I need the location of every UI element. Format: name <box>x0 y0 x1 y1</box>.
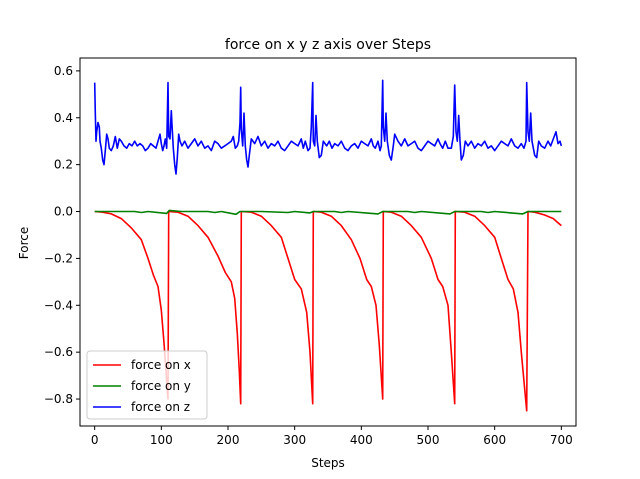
x-tick-label: 0 <box>91 433 99 447</box>
legend-label-2: force on y <box>131 379 191 393</box>
legend-label-3: force on z <box>131 400 190 414</box>
x-tick-label: 300 <box>283 433 306 447</box>
series-line-3 <box>93 79 563 175</box>
chart-title: force on x y z axis over Steps <box>225 37 431 53</box>
y-tick-label: −0.6 <box>44 345 73 359</box>
series-line-2 <box>94 209 562 216</box>
y-tick-label: −0.4 <box>44 298 73 312</box>
legend-label-1: force on x <box>131 358 191 372</box>
x-tick-label: 200 <box>217 433 240 447</box>
y-axis-ticks: −0.8 −0.6 −0.4 −0.2 0.0 0.2 0.4 0.6 <box>44 64 80 406</box>
legend-box <box>86 350 208 420</box>
x-axis-ticks: 0 100 200 300 400 500 600 700 <box>91 426 573 447</box>
x-tick-label: 700 <box>550 433 573 447</box>
y-tick-label: −0.8 <box>44 392 73 406</box>
y-axis-label: Force <box>17 227 31 259</box>
y-tick-label: −0.2 <box>44 251 73 265</box>
y-tick-label: 0.4 <box>54 111 73 125</box>
x-tick-label: 400 <box>350 433 373 447</box>
x-tick-label: 100 <box>150 433 173 447</box>
y-tick-label: 0.6 <box>54 64 73 78</box>
y-tick-label: 0.0 <box>54 205 73 219</box>
x-tick-label: 500 <box>417 433 440 447</box>
x-axis-label: Steps <box>311 456 345 470</box>
x-tick-label: 600 <box>483 433 506 447</box>
y-tick-label: 0.2 <box>54 158 73 172</box>
legend: force on x force on y force on z <box>86 350 208 420</box>
axes-frame <box>79 57 577 427</box>
